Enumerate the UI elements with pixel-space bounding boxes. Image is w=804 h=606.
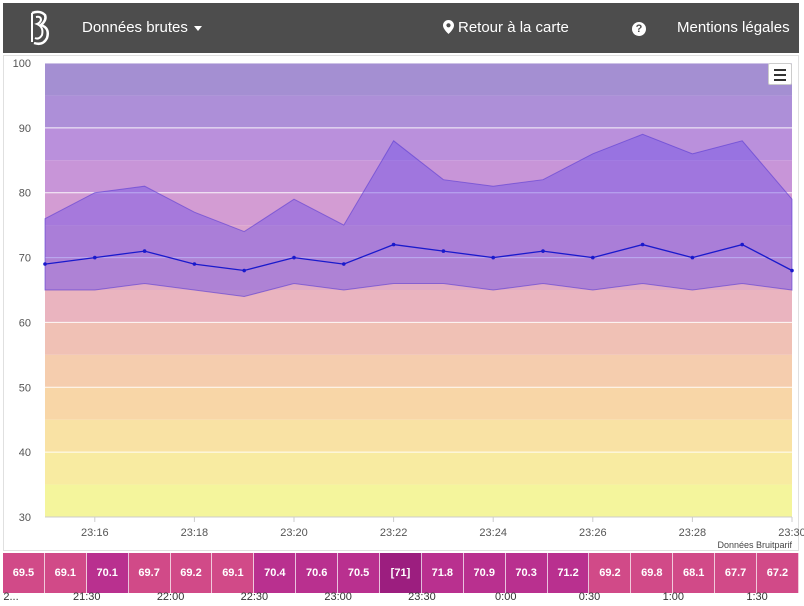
x-tick-label: 23:16 bbox=[81, 527, 109, 539]
y-tick-label: 90 bbox=[19, 123, 31, 135]
timeline-cell[interactable]: 69.5 bbox=[3, 553, 45, 593]
level-band bbox=[45, 95, 792, 128]
noise-chart: 30 40 50 60 70 80 90 100 23:16 23:18 23:20 23:22 23:… bbox=[13, 58, 804, 539]
level-band bbox=[45, 484, 792, 517]
data-point bbox=[292, 255, 296, 260]
level-band bbox=[45, 354, 792, 388]
timeline-bar: 69.5 69.1 70.1 69.7 69.2 69.1 70.4 70.6 70.5 [71]… bbox=[3, 553, 799, 593]
data-credit: Données Bruitparif bbox=[717, 540, 792, 550]
level-band bbox=[45, 290, 792, 323]
back-to-map-link[interactable]: Retour à la carte bbox=[443, 19, 569, 37]
timeline-time-label: 23:30 bbox=[408, 591, 436, 603]
bruitparif-logo[interactable] bbox=[25, 8, 55, 48]
timeline-cell[interactable]: 67.7 bbox=[715, 553, 758, 593]
timeline-cell[interactable]: 70.9 bbox=[463, 553, 506, 593]
timeline-cell[interactable]: 69.7 bbox=[128, 553, 171, 593]
range-area bbox=[44, 133, 793, 298]
level-band bbox=[45, 160, 792, 193]
help-icon[interactable]: ? bbox=[632, 22, 646, 36]
raw-data-dropdown[interactable]: Données brutes bbox=[82, 19, 202, 37]
level-band bbox=[45, 452, 792, 485]
timeline-cell[interactable]: 71.8 bbox=[421, 553, 464, 593]
data-point bbox=[491, 255, 496, 260]
timeline-cell[interactable]: 69.1 bbox=[44, 553, 87, 593]
caret-down-icon bbox=[193, 25, 202, 31]
data-point bbox=[541, 249, 545, 253]
x-tick-label: 23:18 bbox=[181, 527, 209, 539]
data-point bbox=[740, 242, 744, 247]
timeline-cell[interactable]: 70.6 bbox=[296, 553, 339, 593]
level-band bbox=[45, 322, 792, 355]
map-pin-icon bbox=[443, 20, 454, 34]
timeline-cell[interactable]: 70.5 bbox=[338, 553, 381, 593]
level-band bbox=[45, 63, 792, 96]
y-tick-label: 30 bbox=[19, 512, 31, 524]
y-tick-label: 50 bbox=[19, 382, 31, 394]
data-point bbox=[391, 242, 396, 247]
timeline-cell[interactable]: 69.2 bbox=[589, 553, 632, 593]
timeline-cell[interactable]: 67.2 bbox=[757, 553, 799, 593]
timeline-cell[interactable]: 69.1 bbox=[212, 553, 255, 593]
data-point bbox=[441, 249, 446, 253]
timeline-cell[interactable]: 71.2 bbox=[547, 553, 590, 593]
data-point bbox=[142, 249, 147, 253]
x-tick-label: 23:24 bbox=[479, 527, 507, 539]
timeline-time-label: 1:30 bbox=[746, 591, 768, 603]
y-tick-label: 70 bbox=[19, 253, 31, 265]
timeline-cell[interactable]: 70.4 bbox=[254, 553, 297, 593]
timeline-time-label: 22:00 bbox=[156, 591, 185, 603]
x-tick-label: 23:22 bbox=[380, 527, 408, 539]
chart-menu-button[interactable] bbox=[768, 63, 792, 85]
timeline-time-label: 23:00 bbox=[324, 591, 352, 603]
x-tick-label: 23:30 bbox=[778, 527, 804, 539]
timeline-time-label: 2... bbox=[3, 591, 19, 603]
timeline-time-label: 0:00 bbox=[495, 591, 517, 603]
timeline-cell[interactable]: 69.2 bbox=[170, 553, 213, 593]
data-point bbox=[93, 255, 97, 260]
timeline-time-label: 1:00 bbox=[662, 591, 685, 603]
data-point bbox=[43, 262, 47, 266]
timeline-cell[interactable]: 70.3 bbox=[505, 553, 548, 593]
data-point bbox=[591, 255, 595, 260]
y-tick-label: 60 bbox=[19, 317, 31, 329]
y-tick-label: 80 bbox=[19, 188, 31, 200]
back-to-map-label: Retour à la carte bbox=[458, 19, 569, 36]
timeline-time-label: 0:30 bbox=[578, 591, 601, 603]
timeline-time-label: 21:30 bbox=[73, 591, 101, 603]
timeline-cell[interactable]: 68.1 bbox=[673, 553, 716, 593]
data-point bbox=[242, 268, 246, 273]
data-point bbox=[192, 262, 197, 266]
y-tick-label: 40 bbox=[19, 447, 31, 459]
level-band bbox=[45, 419, 792, 453]
data-point bbox=[690, 255, 695, 260]
data-point bbox=[790, 268, 794, 273]
level-band bbox=[45, 387, 792, 420]
y-tick-label: 100 bbox=[13, 58, 31, 70]
timeline-cell[interactable]: 69.8 bbox=[631, 553, 674, 593]
timeline-cell[interactable]: 70.1 bbox=[86, 553, 129, 593]
level-band bbox=[45, 225, 792, 258]
x-tick-label: 23:28 bbox=[679, 527, 707, 539]
series-line bbox=[44, 243, 793, 272]
timeline-cell[interactable]: [71] bbox=[380, 553, 422, 593]
timeline-labels: 2... 21:30 22:00 22:30 23:00 23:30 0:00 0:30 1:0… bbox=[3, 590, 799, 606]
data-point bbox=[342, 262, 346, 266]
top-navbar: Données brutes Retour à la carte ? Menti… bbox=[3, 3, 799, 53]
x-tick-label: 23:20 bbox=[280, 527, 308, 539]
level-band bbox=[45, 192, 792, 226]
raw-data-label: Données brutes bbox=[82, 19, 188, 36]
data-point bbox=[640, 242, 645, 247]
x-tick-label: 23:26 bbox=[579, 527, 607, 539]
timeline-time-label: 22:30 bbox=[240, 591, 269, 603]
level-band bbox=[45, 257, 792, 290]
legal-notice-link[interactable]: Mentions légales bbox=[677, 19, 790, 36]
